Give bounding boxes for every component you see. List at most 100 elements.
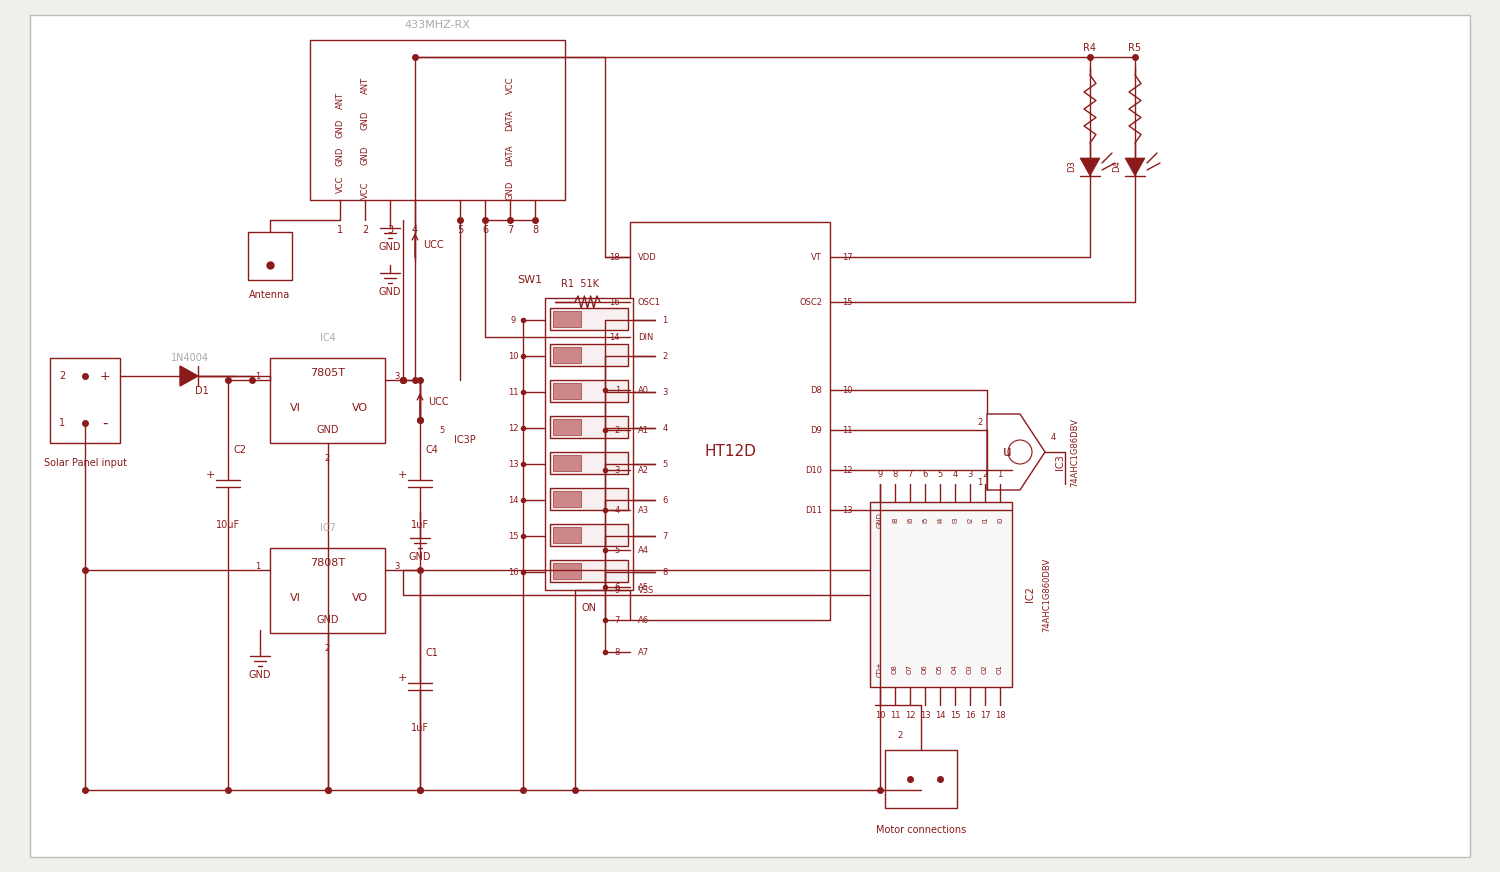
Text: D10: D10 [806, 466, 822, 474]
Bar [885, 750, 957, 808]
Text: GND: GND [408, 552, 432, 562]
Text: C1: C1 [424, 648, 438, 658]
Text: 6: 6 [922, 469, 927, 479]
Text: 1: 1 [998, 469, 1002, 479]
Text: I8: I8 [892, 517, 898, 523]
Bar [554, 383, 580, 399]
Text: 3: 3 [387, 225, 393, 235]
Text: 6: 6 [663, 495, 668, 505]
Text: R5: R5 [1128, 43, 1142, 53]
Text: D11: D11 [806, 506, 822, 514]
Text: VCC: VCC [360, 181, 369, 199]
Text: 10: 10 [874, 711, 885, 719]
Text: 16: 16 [507, 568, 519, 576]
Text: O7: O7 [908, 664, 914, 674]
Text: OSC2: OSC2 [800, 297, 822, 306]
Bar [554, 455, 580, 471]
Text: GND: GND [378, 242, 402, 252]
Text: 5: 5 [615, 546, 620, 555]
Text: GND: GND [360, 146, 369, 165]
Text: 5: 5 [458, 225, 464, 235]
Text: 7: 7 [663, 532, 668, 541]
Text: D1: D1 [195, 386, 208, 396]
Text: A4: A4 [638, 546, 650, 555]
Text: A0: A0 [638, 385, 650, 394]
Text: 4: 4 [615, 506, 620, 514]
Text: Motor connections: Motor connections [876, 825, 966, 835]
Text: 4: 4 [952, 469, 957, 479]
Bar [550, 524, 628, 546]
Text: 2: 2 [362, 225, 368, 235]
Text: 2: 2 [982, 469, 987, 479]
Text: CD+: CD+ [878, 661, 884, 677]
Text: 5: 5 [440, 426, 444, 434]
Text: 1N4004: 1N4004 [171, 353, 208, 363]
Text: 11: 11 [890, 711, 900, 719]
Text: +: + [398, 673, 406, 683]
Text: O8: O8 [892, 664, 898, 674]
Text: I2: I2 [968, 517, 974, 523]
Text: 3: 3 [615, 466, 620, 474]
Text: A3: A3 [638, 506, 650, 514]
Text: GND: GND [316, 425, 339, 435]
Text: 2: 2 [897, 731, 903, 739]
Text: IC2: IC2 [1024, 587, 1035, 603]
Text: R1  51K: R1 51K [561, 279, 598, 289]
Bar [270, 548, 386, 633]
Text: GND: GND [878, 512, 884, 528]
Text: A1: A1 [638, 426, 650, 434]
Text: 14: 14 [609, 332, 619, 342]
Text: D3: D3 [1068, 160, 1077, 172]
Text: 11: 11 [842, 426, 852, 434]
Text: 13: 13 [842, 506, 852, 514]
Bar [310, 40, 566, 200]
Text: 5: 5 [938, 469, 942, 479]
Bar [554, 563, 580, 579]
Text: 16: 16 [609, 297, 619, 306]
Text: 2: 2 [58, 371, 64, 381]
Text: 8: 8 [532, 225, 538, 235]
Text: A2: A2 [638, 466, 650, 474]
Text: 9: 9 [510, 316, 516, 324]
Text: 15: 15 [507, 532, 519, 541]
Text: 3: 3 [968, 469, 972, 479]
Bar [554, 491, 580, 507]
Text: I5: I5 [922, 517, 928, 523]
Text: IC4: IC4 [320, 333, 336, 343]
Bar [870, 502, 1012, 687]
Text: I6: I6 [908, 517, 914, 523]
Text: 2: 2 [326, 453, 330, 462]
Text: D9: D9 [810, 426, 822, 434]
Text: HT12D: HT12D [704, 444, 756, 459]
Text: IC3P: IC3P [454, 435, 476, 445]
Text: 7805T: 7805T [310, 368, 345, 378]
Text: I3: I3 [952, 517, 958, 523]
Text: UCC: UCC [427, 397, 448, 407]
Text: 6: 6 [615, 582, 620, 591]
Text: 7: 7 [615, 616, 620, 624]
Text: 9: 9 [615, 585, 620, 595]
Text: 10uF: 10uF [216, 520, 240, 530]
Text: 6: 6 [482, 225, 488, 235]
Polygon shape [180, 366, 198, 386]
Text: +: + [206, 470, 214, 480]
Text: GND: GND [336, 146, 345, 166]
Text: 17: 17 [842, 253, 852, 262]
Text: VDD: VDD [638, 253, 657, 262]
Text: A5: A5 [638, 582, 650, 591]
Text: 1: 1 [978, 478, 982, 487]
Text: 2: 2 [326, 644, 330, 652]
Text: O3: O3 [968, 664, 974, 674]
Text: 2: 2 [663, 351, 668, 360]
Text: 5: 5 [663, 460, 668, 468]
Text: 15: 15 [842, 297, 852, 306]
Bar [550, 416, 628, 438]
Text: DATA: DATA [506, 109, 515, 131]
Bar [554, 419, 580, 435]
Text: C4: C4 [424, 445, 438, 455]
Text: -: - [102, 415, 108, 431]
Text: 1: 1 [255, 562, 261, 570]
Text: 433MHZ-RX: 433MHZ-RX [405, 20, 471, 30]
Text: 10: 10 [507, 351, 519, 360]
Bar [248, 232, 292, 280]
